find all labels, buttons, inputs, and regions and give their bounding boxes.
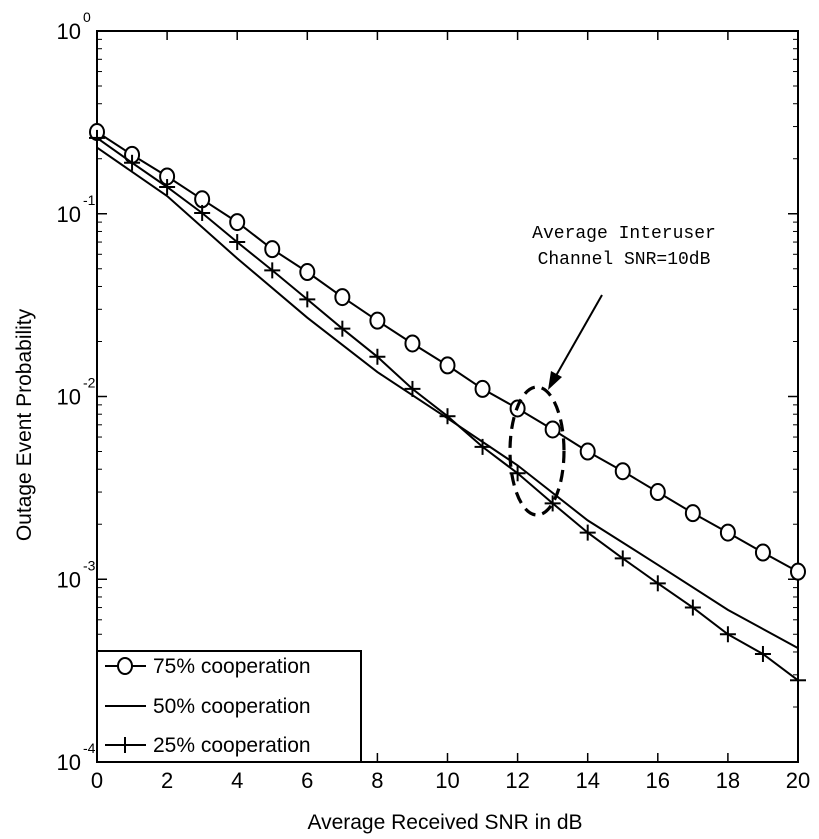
data-point-circle [719,523,736,542]
legend-label: 75% cooperation [153,655,311,678]
y-tick-base: 10 [57,385,81,410]
x-tick-label: 10 [435,768,459,793]
data-point-circle [579,442,596,461]
series-0 [89,123,806,581]
data-point-circle [369,311,386,330]
data-point-plus [404,380,421,397]
data-point-plus [264,262,281,279]
data-point-circle [754,543,771,562]
annotation-ellipse [508,385,566,517]
data-point-circle [334,288,351,307]
annotation: Average Interuser Channel SNR=10dB [508,224,716,517]
data-point-plus [159,179,176,196]
data-point-circle [684,504,701,523]
y-axis-label: Outage Event Probability [13,308,36,541]
data-point-circle [544,420,561,439]
y-tick-exponent: -3 [83,557,96,573]
legend: 75% cooperation 50% cooperation 25% cooper… [96,650,362,763]
data-point-circle [439,356,456,375]
x-tick-label: 18 [716,768,740,793]
x-tick-label: 14 [575,768,599,793]
data-point-plus [117,737,133,753]
data-point-plus [579,524,596,541]
x-tick-label: 16 [646,768,670,793]
legend-label: 25% cooperation [153,734,311,757]
y-tick-base: 10 [57,202,81,227]
y-tick-exponent: -1 [83,192,96,208]
data-point-circle [404,334,421,353]
data-point-plus [334,320,351,337]
series-line [96,146,799,649]
data-point-plus [544,495,561,512]
y-tick-exponent: 0 [83,9,91,25]
y-tick-base: 10 [57,750,81,775]
data-point-plus [474,438,491,455]
data-point-circle [117,657,133,675]
y-tick-exponent: -4 [83,740,96,756]
y-tick-base: 10 [57,567,81,592]
annotation-arrow-head [548,371,562,390]
data-point-plus [89,129,105,146]
annotation-arrow-line [552,294,603,382]
x-axis-label: Average Received SNR in dB [307,811,582,834]
data-point-plus [369,348,386,365]
data-point-circle [194,190,211,209]
data-point-plus [719,626,736,643]
legend-label: 50% cooperation [153,695,311,718]
data-point-circle [614,462,631,481]
legend-entry: 75% cooperation [105,655,311,678]
legend-entry: 25% cooperation [105,734,311,757]
series-layer [89,123,806,689]
x-tick-label: 12 [505,768,529,793]
annotation-line-1: Average Interuser [532,224,716,244]
data-point-plus [614,550,631,567]
data-point-circle [474,379,491,398]
data-point-plus [649,575,666,592]
series-1 [96,146,799,649]
data-point-plus [439,408,456,425]
x-tick-label: 2 [161,768,173,793]
data-point-circle [790,562,806,581]
annotation-line-2: Channel SNR=10dB [538,250,711,270]
data-point-circle [264,240,281,259]
series-2 [89,129,806,689]
x-tick-label: 8 [371,768,383,793]
data-point-circle [229,213,246,232]
data-point-plus [509,465,526,482]
x-tick-label: 20 [786,768,810,793]
data-point-plus [790,672,806,689]
data-point-plus [299,291,316,308]
data-point-plus [684,599,701,616]
x-tick-label: 4 [231,768,243,793]
legend-entry: 50% cooperation [105,695,311,718]
x-tick-label: 0 [91,768,103,793]
data-point-circle [649,483,666,502]
data-point-plus [124,154,141,171]
y-tick-base: 10 [57,19,81,44]
data-point-plus [194,204,211,221]
x-tick-label: 6 [301,768,313,793]
data-point-plus [754,645,771,662]
data-point-circle [299,263,316,282]
y-tick-exponent: -2 [83,375,96,391]
data-point-plus [229,234,246,251]
